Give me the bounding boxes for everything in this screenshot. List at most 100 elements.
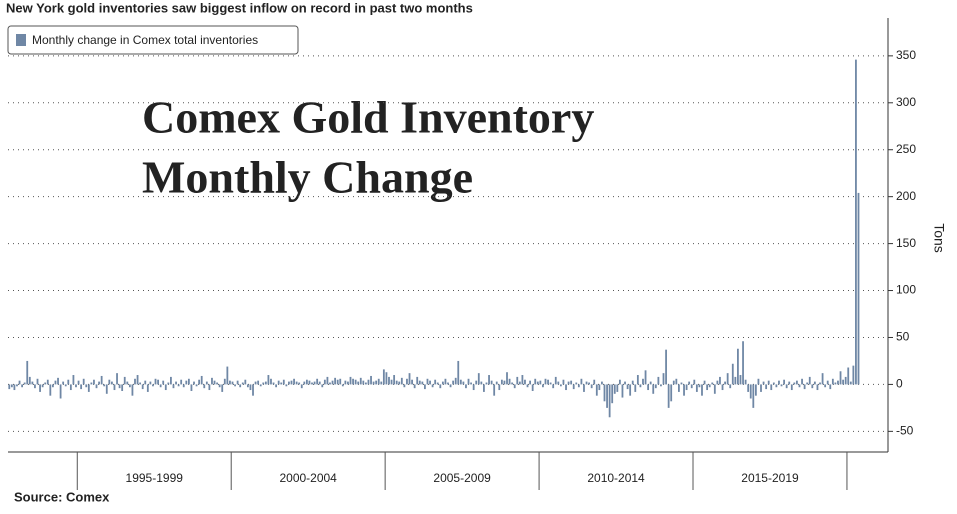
bar [426,378,429,385]
bar [529,380,531,385]
bar [603,384,606,402]
bar [288,381,290,385]
bar [257,380,260,385]
bar [821,373,824,385]
bar [657,376,660,385]
bar [454,377,457,385]
bar [141,384,144,390]
bar [149,381,152,385]
bar [713,384,716,394]
bar [618,379,621,385]
bar [549,382,552,385]
bar [308,380,311,385]
bar [388,376,390,385]
bar [754,384,757,396]
bar [613,384,616,394]
bar [193,381,195,385]
bar [105,384,108,394]
bar [336,379,339,385]
bar [601,381,603,385]
bar [203,384,206,389]
bar [200,375,203,385]
bar [349,376,352,385]
bar [665,349,667,385]
bar [313,381,316,385]
bar [311,382,313,385]
bar [598,384,601,391]
bar [113,384,116,391]
bar [729,384,732,389]
bar [380,381,383,385]
bar [495,381,498,385]
bar [716,380,719,385]
bar [441,381,444,385]
bar [249,384,252,391]
bar [772,382,775,385]
bar [447,382,449,385]
bar [583,384,585,392]
bar [526,384,529,388]
bar [660,384,662,387]
bar [146,384,149,392]
bar [108,379,111,385]
legend-label: Monthly change in Comex total inventorie… [32,33,258,47]
bar [808,376,811,385]
bar [100,375,103,385]
bar [323,379,326,385]
bar [362,380,365,385]
bar [503,380,506,385]
bar [262,382,265,385]
bar [393,375,396,385]
bar [490,380,493,385]
bar [164,384,167,391]
bar [195,384,198,387]
bar [721,384,724,391]
bar [801,378,803,385]
bar [34,384,36,389]
bar [559,384,562,387]
bar [239,384,242,388]
bar [85,384,88,388]
bar [75,384,77,388]
period-label: 2000-2004 [279,471,337,485]
bar [126,381,129,385]
bar [844,376,847,385]
bar [231,381,234,385]
bar [303,381,306,385]
bar [62,381,65,385]
bar [36,378,39,385]
y-tick-label: 300 [896,95,916,109]
bar [90,382,93,385]
bar [413,384,416,389]
bar [424,384,426,390]
bar [778,380,780,385]
bar [470,382,472,385]
bar [780,384,783,387]
bar [518,381,521,385]
bar [44,382,47,385]
bar [21,384,24,388]
bar [667,384,670,408]
bar [547,379,549,385]
bar [8,384,11,390]
bar [493,384,496,396]
bar [742,341,744,385]
bar [354,379,357,385]
bar [444,378,447,385]
bar [385,372,388,385]
period-label: 2015-2019 [741,471,799,485]
bar [136,375,139,385]
bar [139,382,142,385]
bar [23,382,26,385]
bar [365,382,367,385]
bar [690,384,693,389]
bar [760,384,762,392]
bar [264,381,267,385]
bar [344,380,347,385]
bar [39,384,41,392]
bar [375,380,378,385]
bar [739,375,742,385]
bar [572,384,575,390]
bar [577,384,580,388]
bar [398,381,401,385]
